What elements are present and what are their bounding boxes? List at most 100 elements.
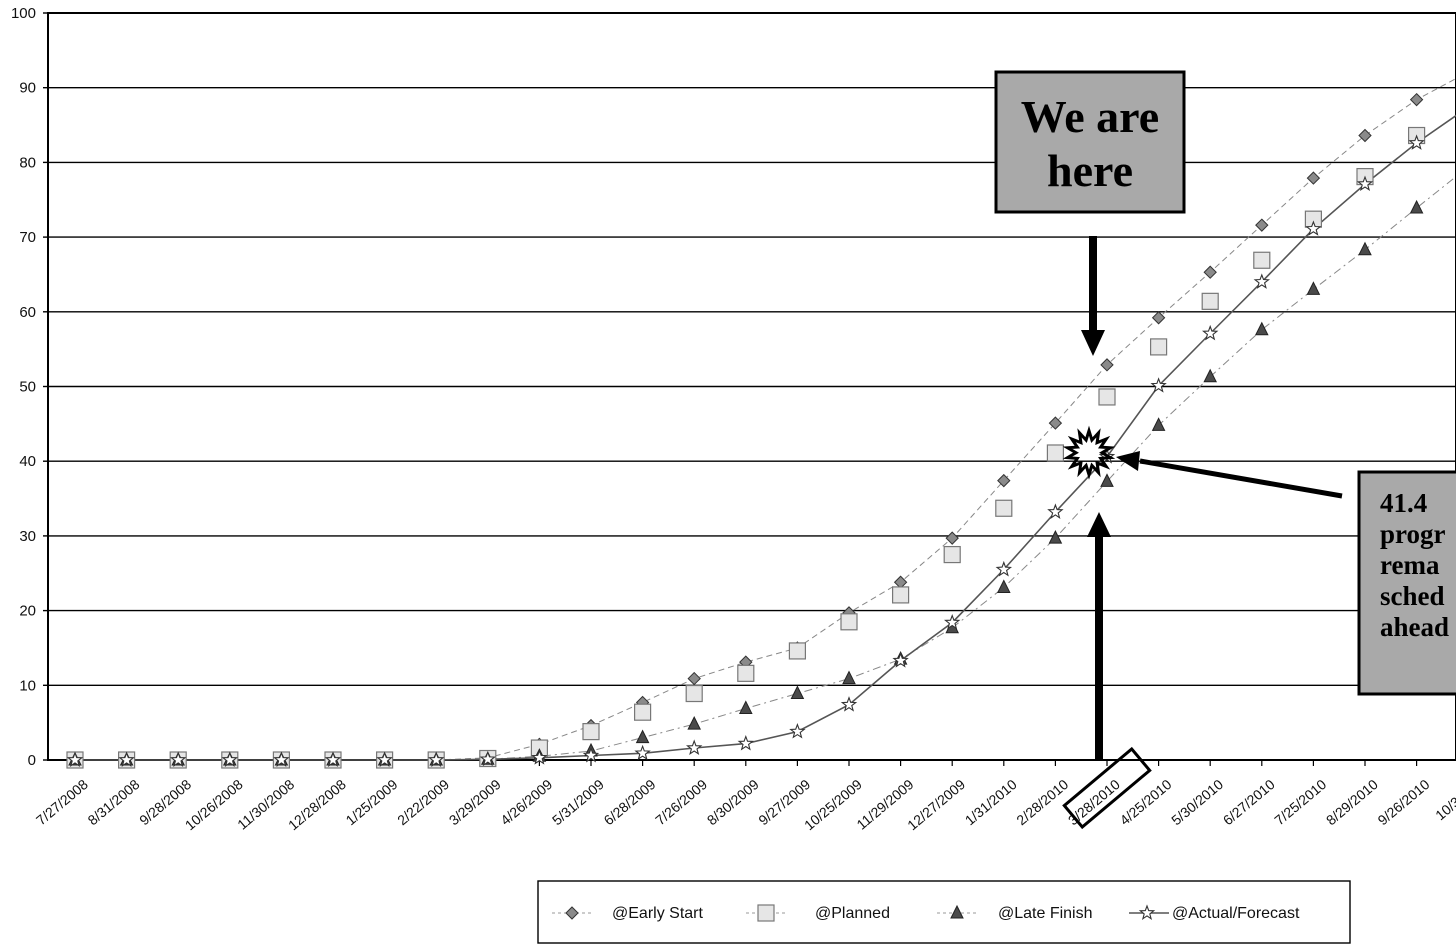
point-early-start-7-26-2009 (687, 671, 701, 686)
legend-label-late-finish: @Late Finish (998, 905, 1093, 922)
point-actual-forecast-11-30-2008 (273, 751, 290, 767)
y-tick-label-100: 100 (11, 5, 36, 22)
legend-marker-actual-forecast (1138, 904, 1156, 920)
y-tick-label-50: 50 (19, 379, 36, 396)
callout-progress-note-line-3: sched (1380, 581, 1445, 611)
point-early-start-5-30-2010 (1203, 265, 1217, 279)
y-tick-label-30: 30 (19, 528, 36, 545)
y-tick-label-60: 60 (19, 304, 36, 321)
point-late-finish-9-26-2010 (1409, 199, 1424, 214)
point-actual-forecast-10-26-2008 (221, 751, 239, 767)
point-late-finish-4-25-2010 (1151, 417, 1166, 431)
x-tick-label-6-27-2010: 6/27/2010 (1220, 776, 1278, 828)
y-tick-label-0: 0 (28, 752, 36, 769)
x-tick-label-2-28-2010: 2/28/2010 (1013, 776, 1071, 828)
x-tick-label-3-28-2010: 3/28/2010 (1065, 776, 1123, 828)
point-early-start-4-25-2010 (1151, 311, 1166, 325)
callout-progress-note-line-2: rema (1380, 550, 1440, 580)
point-early-start-8-29-2010 (1358, 128, 1372, 143)
y-tick-label-40: 40 (19, 453, 36, 470)
point-planned-1-31-2010 (995, 499, 1013, 517)
legend-label-early-start: @Early Start (612, 905, 703, 922)
point-early-start-12-27-2009 (945, 531, 959, 545)
point-early-start-3-28-2010 (1100, 358, 1114, 372)
point-planned-2-28-2010 (1046, 444, 1065, 462)
point-planned-6-28-2009 (633, 703, 652, 721)
callout-we-are-here-box (994, 70, 1186, 214)
callout-we-are-here-line-0: We are (1021, 91, 1159, 142)
point-planned-11-29-2009 (891, 586, 910, 604)
point-actual-forecast-8-31-2008 (118, 751, 135, 767)
point-actual-forecast-4-26-2009 (531, 749, 548, 765)
x-tick-label-8-31-2008: 8/31/2008 (85, 776, 143, 828)
callout-progress-note-line-4: ahead (1380, 612, 1449, 642)
series-line-actual-forecast (75, 114, 1456, 761)
point-planned-8-30-2009 (737, 664, 755, 682)
point-actual-forecast-8-29-2010 (1356, 175, 1374, 191)
point-planned-5-30-2010 (1201, 292, 1219, 310)
y-tick-label-20: 20 (19, 603, 36, 620)
callout-progress-note-line-0: 41.4 (1380, 488, 1427, 518)
legend: @Early Start @Planned @Late Finish @Actual/… (537, 880, 1351, 944)
point-late-finish-5-30-2010 (1203, 368, 1218, 383)
point-actual-forecast-11-29-2009 (892, 651, 909, 668)
point-actual-forecast-2-28-2010 (1047, 503, 1064, 519)
x-tick-label-12-28-2008: 12/28/2008 (285, 776, 349, 833)
point-late-finish-2-28-2010 (1048, 530, 1063, 544)
gridlines (47, 12, 1456, 761)
point-late-finish-8-30-2009 (738, 700, 753, 714)
x-tick-label-10-25-2009: 10/25/2009 (801, 776, 865, 833)
point-actual-forecast-6-28-2009 (634, 744, 651, 761)
point-actual-forecast-12-28-2008 (324, 751, 342, 767)
point-actual-forecast-6-27-2010 (1253, 273, 1271, 289)
point-late-finish-9-27-2009 (790, 685, 805, 700)
point-planned-5-31-2009 (582, 723, 600, 741)
legend-marker-planned (757, 904, 775, 922)
point-actual-forecast-9-26-2010 (1408, 134, 1425, 150)
arrow-up-head (1087, 512, 1111, 537)
point-actual-forecast-2-22-2009 (427, 751, 445, 767)
x-tick-label-8-30-2009: 8/30/2009 (704, 776, 762, 828)
y-axis: 0 10 20 30 40 50 60 70 80 90 100 (11, 5, 48, 769)
point-planned-7-26-2009 (685, 684, 703, 703)
point-late-finish-6-27-2010 (1254, 321, 1269, 336)
x-tick-label-5-31-2009: 5/31/2009 (549, 776, 607, 828)
point-actual-forecast-4-25-2010 (1150, 377, 1167, 393)
legend-box: @Early Start @Planned @Late Finish @Actual/… (537, 880, 1351, 944)
legend-marker-early-start (565, 906, 579, 920)
point-actual-forecast-8-30-2009 (737, 735, 755, 751)
point-late-finish-7-26-2009 (687, 716, 702, 730)
y-tick-label-70: 70 (19, 229, 36, 246)
x-tick-label-4-26-2009: 4/26/2009 (497, 776, 555, 828)
point-early-start-9-26-2010 (1409, 92, 1424, 107)
x-tick-label-1-31-2010: 1/31/2010 (962, 776, 1020, 828)
x-tick-label-4-25-2010: 4/25/2010 (1117, 776, 1175, 828)
legend-label-actual-forecast: @Actual/Forecast (1172, 905, 1300, 922)
x-tick-label-9-26-2010: 9/26/2010 (1375, 776, 1433, 828)
series-lines (75, 77, 1456, 761)
point-planned-3-28-2010 (1098, 388, 1116, 406)
point-late-finish-1-31-2010 (996, 579, 1011, 593)
point-planned-6-27-2010 (1253, 251, 1271, 269)
legend-marker-late-finish (950, 904, 964, 919)
x-tick-label-3-29-2009: 3/29/2009 (446, 776, 504, 828)
point-planned-9-27-2009 (788, 642, 807, 660)
callout-progress-note-line-1: progr (1380, 519, 1446, 549)
arrow-left-head (1116, 451, 1140, 471)
point-early-start-7-25-2010 (1306, 171, 1321, 185)
callout-progress-note-box (1357, 470, 1456, 696)
series-markers (66, 92, 1426, 769)
legend-label-planned: @Planned (815, 905, 890, 922)
point-actual-forecast-12-27-2009 (943, 614, 961, 630)
point-early-start-1-31-2010 (997, 473, 1011, 488)
point-actual-forecast-5-30-2010 (1201, 324, 1219, 341)
arrow-left-shaft (1139, 458, 1343, 499)
highlighted-date-box (1062, 746, 1152, 830)
x-tick-label-6-28-2009: 6/28/2009 (601, 776, 659, 828)
x-tick-label-10-31-20: 10/31/20 (1432, 776, 1456, 823)
point-actual-forecast-5-31-2009 (582, 746, 600, 763)
point-actual-forecast-9-28-2008 (169, 751, 187, 767)
x-tick-label-7-27-2008: 7/27/2008 (33, 776, 91, 828)
